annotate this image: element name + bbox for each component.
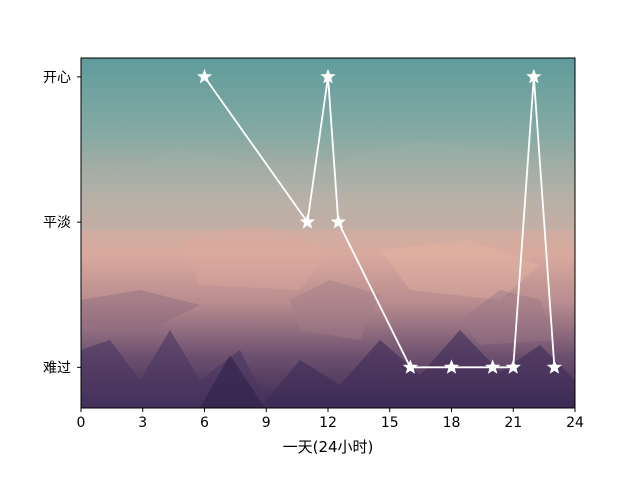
data-point-star <box>505 359 521 374</box>
data-point-star <box>443 359 460 374</box>
data-point-star <box>485 359 501 374</box>
x-tick-label: 15 <box>381 415 399 431</box>
data-point-star <box>320 68 336 84</box>
series-line <box>203 75 556 369</box>
y-tick-label: 平淡 <box>43 215 71 231</box>
x-axis-label: 一天(24小时) <box>283 438 374 456</box>
x-tick-label: 0 <box>77 415 86 431</box>
x-tick-label: 3 <box>138 415 147 431</box>
data-point-star <box>330 214 346 229</box>
data-point-star <box>402 359 418 374</box>
x-tick-label: 9 <box>262 415 271 431</box>
data-point-star <box>196 68 213 84</box>
data-point-star <box>526 68 542 84</box>
x-tick-label: 24 <box>566 415 584 431</box>
y-tick-label: 难过 <box>43 360 71 376</box>
data-point-star <box>546 359 563 374</box>
x-tick-label: 18 <box>443 415 461 431</box>
x-tick-label: 21 <box>504 415 522 431</box>
x-tick-label: 6 <box>200 415 209 431</box>
y-tick-label: 开心 <box>43 70 71 86</box>
plot-background <box>81 58 575 408</box>
x-axis: 0 3 6 9 12 15 18 21 24 <box>77 408 584 431</box>
data-series <box>196 68 563 374</box>
data-point-star <box>299 214 316 229</box>
x-tick-label: 12 <box>319 415 337 431</box>
